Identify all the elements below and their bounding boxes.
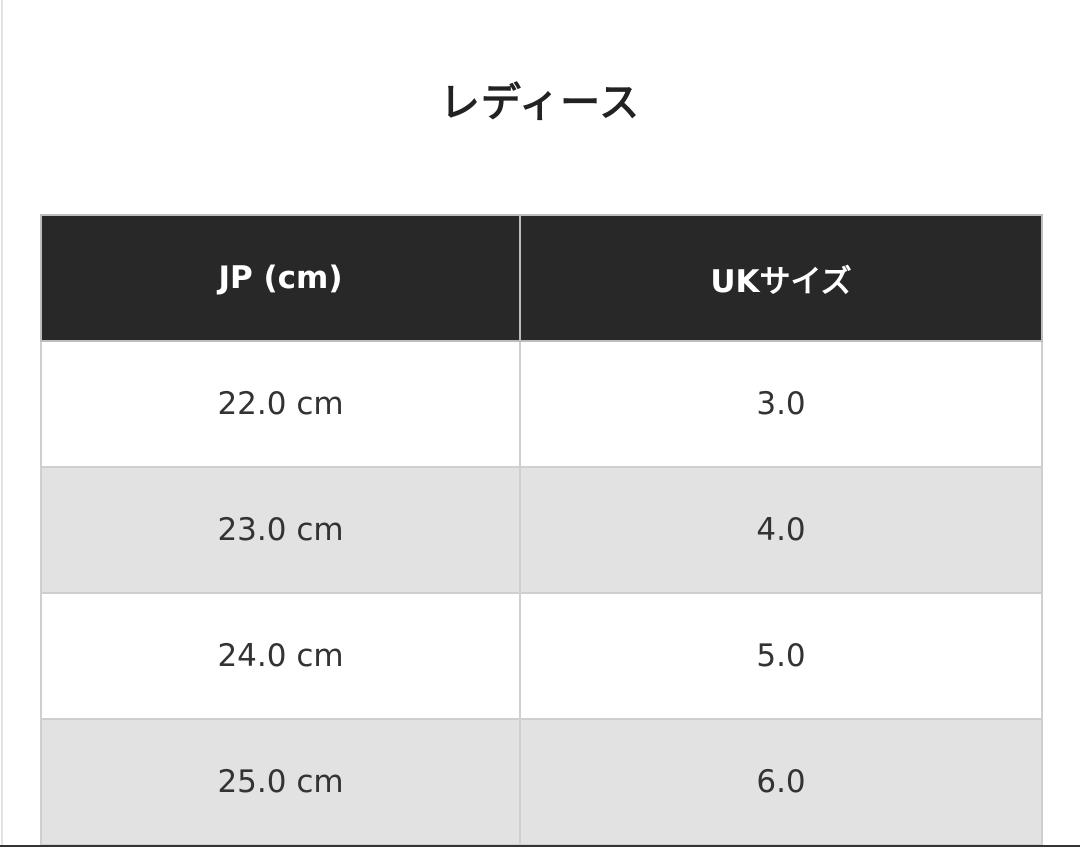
cell-uk: 5.0 (519, 592, 1043, 720)
cell-jp: 22.0 cm (40, 340, 521, 468)
page-title: レディース (439, 80, 641, 126)
cell-uk: 6.0 (519, 718, 1043, 846)
size-chart-table: JP (cm) UKサイズ 22.0 cm 3.0 23.0 cm 4.0 24… (40, 214, 1043, 846)
table-header-row: JP (cm) UKサイズ (40, 214, 1043, 342)
table-row: 25.0 cm 6.0 (40, 718, 1043, 846)
cell-jp: 23.0 cm (40, 466, 521, 594)
bottom-edge-divider (0, 845, 1080, 847)
table-row: 22.0 cm 3.0 (40, 340, 1043, 468)
cell-jp: 25.0 cm (40, 718, 521, 846)
table-row: 23.0 cm 4.0 (40, 466, 1043, 594)
cell-uk: 3.0 (519, 340, 1043, 468)
header-jp-cm: JP (cm) (40, 214, 521, 342)
table-row: 24.0 cm 5.0 (40, 592, 1043, 720)
cell-jp: 24.0 cm (40, 592, 521, 720)
left-edge-divider (1, 0, 3, 847)
header-uk-size: UKサイズ (519, 214, 1043, 342)
cell-uk: 4.0 (519, 466, 1043, 594)
